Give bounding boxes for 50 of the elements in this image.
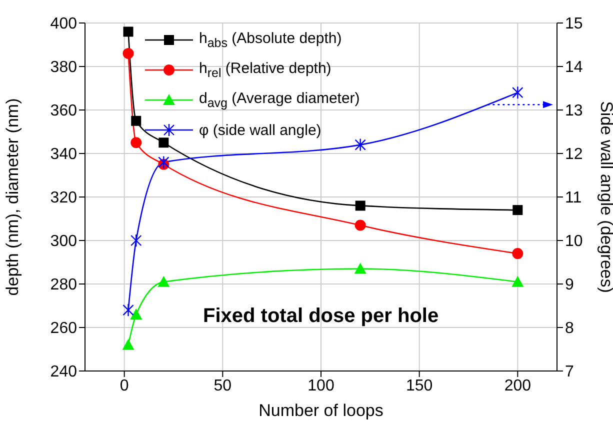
point xyxy=(354,220,366,231)
y-tick-label: 340 xyxy=(50,146,78,164)
y-tick-label: 280 xyxy=(50,276,78,294)
point xyxy=(158,156,170,169)
x-tick-label: 50 xyxy=(214,377,232,394)
x-tick-label: 0 xyxy=(120,377,129,394)
y-tick-label: 300 xyxy=(50,233,78,250)
x-tick-label: 200 xyxy=(504,377,532,394)
point xyxy=(123,26,134,37)
y2-tick-label: 12 xyxy=(565,146,583,164)
y2-tick-label: 13 xyxy=(565,102,583,120)
y2-tick-label: 10 xyxy=(565,233,583,250)
y-tick-label: 360 xyxy=(50,102,78,120)
y-tick-label: 260 xyxy=(50,320,78,338)
point xyxy=(512,205,523,216)
point xyxy=(512,86,524,100)
y-tick-label: 380 xyxy=(50,59,78,76)
point xyxy=(122,48,134,59)
point xyxy=(512,276,524,287)
y-tick-label: 240 xyxy=(50,364,78,381)
point xyxy=(158,276,170,287)
point xyxy=(122,304,134,317)
y2-tick-label: 15 xyxy=(565,16,583,33)
y-tick-label: 320 xyxy=(50,190,78,207)
point xyxy=(354,138,366,152)
x-tick-label: 100 xyxy=(308,377,334,394)
y-axis-title: depth (nm), diameter (nm) xyxy=(3,98,22,296)
point xyxy=(130,137,142,148)
annotation: Fixed total dose per hole xyxy=(203,304,439,328)
point xyxy=(131,116,142,126)
point xyxy=(122,338,134,350)
legend-label: d$_{avg}$ (Average diameter) xyxy=(199,90,360,110)
point xyxy=(512,248,524,260)
point xyxy=(130,234,142,248)
point xyxy=(354,262,366,274)
y2-tick-label: 7 xyxy=(565,364,574,381)
x-axis-title: Number of loops xyxy=(258,401,384,420)
y2-axis-title: Side wall angle (degrees) xyxy=(597,101,613,293)
point xyxy=(158,138,169,148)
y2-tick-label: 8 xyxy=(565,320,574,338)
point xyxy=(130,308,142,320)
y2-tick-label: 9 xyxy=(565,276,574,294)
legend-label: h$_{rel}$ (Relative depth) xyxy=(199,60,332,80)
y2-tick-label: 14 xyxy=(565,59,583,76)
y2-tick-label: 11 xyxy=(565,190,582,207)
legend-label: h$_{abs}$ (Absolute depth) xyxy=(199,30,342,50)
x-tick-label: 150 xyxy=(406,377,433,394)
legend-label: φ (side wall angle) xyxy=(199,122,322,138)
y-tick-label: 400 xyxy=(50,16,78,33)
point xyxy=(355,200,366,211)
